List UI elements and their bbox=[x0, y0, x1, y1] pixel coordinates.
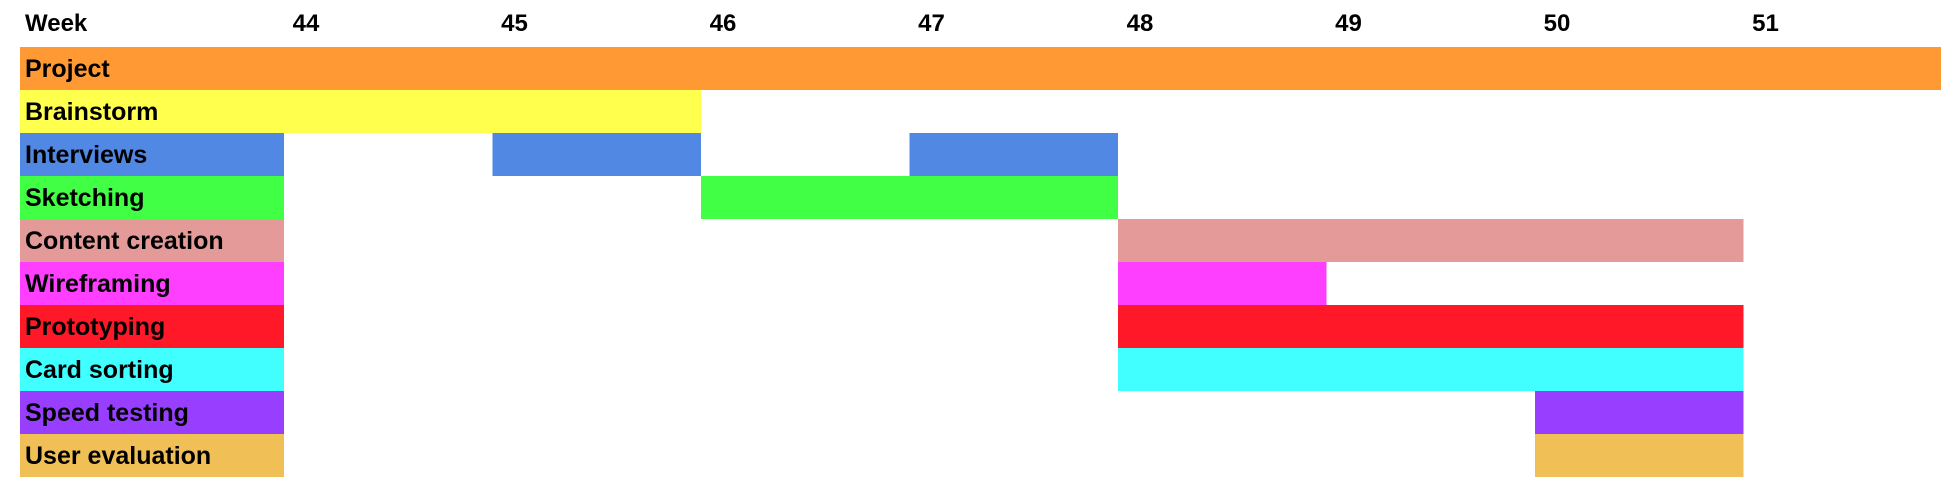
task-label-sketching: Sketching bbox=[25, 184, 144, 212]
task-label-interviews: Interviews bbox=[25, 141, 147, 169]
task-bar-user-evaluation bbox=[20, 434, 284, 477]
task-bar-prototyping bbox=[20, 305, 284, 348]
task-bar-sketching bbox=[20, 176, 284, 219]
task-bar-prototyping bbox=[1118, 305, 1744, 348]
task-label-card-sorting: Card sorting bbox=[25, 356, 174, 384]
task-bar-sketching bbox=[701, 176, 1118, 219]
task-bar-card-sorting bbox=[1118, 348, 1744, 391]
task-label-prototyping: Prototyping bbox=[25, 313, 165, 341]
week-tick-label: 45 bbox=[501, 10, 528, 37]
task-label-brainstorm: Brainstorm bbox=[25, 98, 158, 126]
task-bar-wireframing bbox=[1118, 262, 1327, 305]
task-bar-brainstorm bbox=[20, 90, 701, 133]
task-bar-content-creation bbox=[1118, 219, 1744, 262]
week-header-label: Week bbox=[25, 10, 88, 37]
task-bar-content-creation bbox=[20, 219, 284, 262]
task-bar-speed-testing bbox=[1535, 391, 1744, 434]
week-tick-label: 46 bbox=[710, 10, 737, 37]
week-tick-label: 51 bbox=[1752, 10, 1779, 37]
week-tick-label: 48 bbox=[1127, 10, 1154, 37]
task-label-user-evaluation: User evaluation bbox=[25, 442, 211, 470]
task-bar-interviews bbox=[909, 133, 1118, 176]
header-row: Week 44 45 46 47 48 49 50 51 bbox=[25, 10, 1779, 37]
labels-layer: Project Brainstorm Interviews Sketching Cont… bbox=[25, 55, 224, 470]
task-bar-interviews bbox=[492, 133, 701, 176]
week-tick-label: 44 bbox=[293, 10, 320, 37]
week-tick-label: 49 bbox=[1335, 10, 1362, 37]
task-bar-project bbox=[20, 47, 1941, 90]
task-bar-speed-testing bbox=[20, 391, 284, 434]
bars-layer bbox=[20, 47, 1941, 477]
week-tick-label: 47 bbox=[918, 10, 945, 37]
task-bar-interviews bbox=[20, 133, 284, 176]
task-label-content-creation: Content creation bbox=[25, 227, 224, 255]
task-label-project: Project bbox=[25, 55, 110, 83]
task-bar-card-sorting bbox=[20, 348, 284, 391]
task-bar-wireframing bbox=[20, 262, 284, 305]
task-bar-user-evaluation bbox=[1535, 434, 1744, 477]
task-label-wireframing: Wireframing bbox=[25, 270, 171, 298]
task-label-speed-testing: Speed testing bbox=[25, 399, 189, 427]
week-tick-label: 50 bbox=[1544, 10, 1571, 37]
